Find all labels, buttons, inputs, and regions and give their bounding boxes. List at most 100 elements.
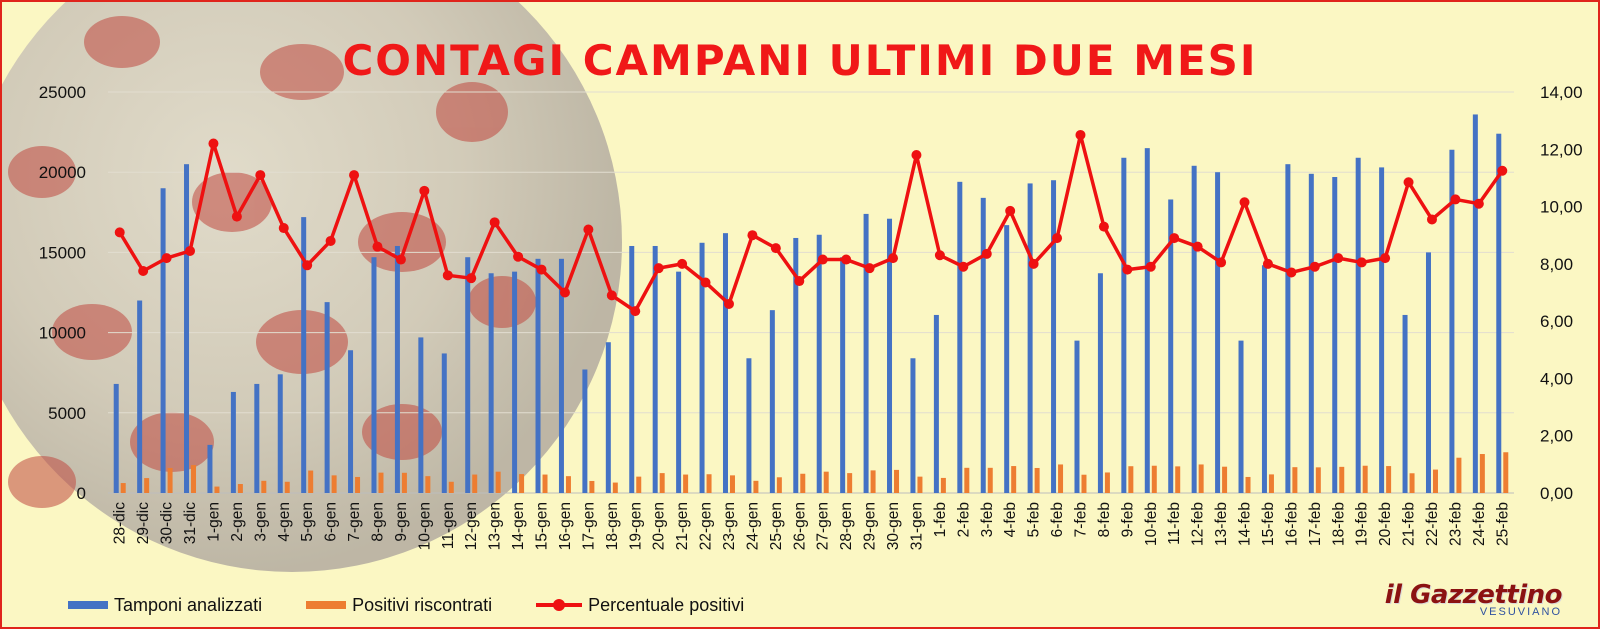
y-right-tick-label: 4,00 [1540,369,1573,388]
percent-point [1075,129,1086,140]
bar-tamponi [1285,164,1291,493]
bar-tamponi [722,233,728,494]
percent-series-line [118,133,1504,313]
x-tick-label: 19-feb [1354,502,1371,546]
x-tick-label: 5-gen [299,502,316,542]
x-tick-label: 3-feb [979,502,996,537]
bar-positivi [1503,452,1509,493]
percent-point [536,264,547,275]
percent-point [1286,267,1297,278]
bar-positivi [706,474,712,493]
x-tick-label: 22-gen [698,502,715,550]
bar-positivi [261,480,267,493]
bar-positivi [1456,457,1462,493]
percent-point [700,277,711,288]
bar-tamponi [558,258,564,493]
x-tick-label: 1-feb [932,502,949,537]
percent-point [841,254,852,265]
percent-point [1192,241,1203,252]
x-tick-label: 6-gen [323,502,340,542]
x-tick-label: 9-gen [393,502,410,542]
percent-point [934,250,945,261]
bar-positivi [1432,469,1438,493]
bar-tamponi [441,353,447,493]
legend-swatch-tamponi [68,601,108,609]
x-tick-label: 29-dic [135,502,152,544]
legend-swatch-positivi [306,601,347,609]
y-right-tick-label: 2,00 [1540,427,1573,446]
bar-tamponi [1215,172,1221,493]
bar-tamponi [160,188,166,494]
y-right-tick-label: 8,00 [1540,255,1573,274]
x-tick-label: 2-gen [229,502,246,542]
x-tick-label: 9-feb [1119,502,1136,537]
percent-point [513,251,524,262]
bar-positivi [167,467,173,493]
x-tick-label: 24-gen [744,502,761,550]
bar-positivi [495,471,501,493]
y-right-tick-label: 6,00 [1540,312,1573,331]
y-axis-right: 0,00 2,00 4,00 6,00 8,00 10,00 12,00 14,00 [1540,83,1583,503]
bar-positivi [1222,466,1228,493]
bar-tamponi [933,314,939,493]
bar-tamponi [910,358,916,493]
bar-positivi [1268,474,1274,493]
y-left-tick-label: 25000 [39,83,86,102]
bar-tamponi [676,271,682,493]
bar-positivi [237,484,243,493]
x-tick-label: 27-gen [815,502,832,550]
percent-point [138,266,149,277]
percent-point [1333,253,1344,264]
bar-positivi [1058,464,1064,493]
bar-positivi [144,478,150,493]
x-tick-label: 16-feb [1283,502,1300,546]
bar-tamponi [629,245,635,493]
legend-label-tamponi: Tamponi analizzati [114,594,263,615]
y-left-tick-label: 10000 [39,324,86,343]
y-axis-left: 0 5000 10000 15000 20000 25000 [39,83,86,503]
percent-point [325,235,336,246]
chart-title: CONTAGI CAMPANI ULTIMI DUE MESI [342,36,1258,85]
bar-tamponi [184,164,190,493]
bar-positivi [472,474,478,493]
percent-point [1309,261,1320,272]
y-left-tick-label: 0 [77,484,86,503]
y-right-tick-label: 0,00 [1540,484,1573,503]
legend: Tamponi analizzati Positivi riscontrati … [68,592,788,618]
x-tick-label: 14-feb [1237,502,1254,546]
x-tick-label: 22-feb [1424,502,1441,546]
bar-positivi [378,472,384,493]
bar-positivi [659,473,665,493]
bar-positivi [519,474,525,493]
percent-point [442,270,453,281]
bar-tamponi [980,197,986,493]
bar-tamponi [207,444,213,493]
percent-point [114,227,125,238]
x-tick-label: 19-gen [627,502,644,550]
percent-point [395,254,406,265]
bar-positivi [917,476,923,493]
x-axis: 28-dic 29-dic 30-dic 31-dic 1-gen 2-gen 3-gen 4… [112,502,1512,551]
bar-tamponi [324,302,330,493]
logo-sub-text: VESUVIANO [1479,606,1562,618]
x-tick-label: 3-gen [252,502,269,542]
x-tick-label: 7-gen [346,502,363,542]
bar-positivi [284,481,290,493]
bar-positivi [776,477,782,493]
bar-positivi [683,474,689,493]
bar-tamponi [793,237,799,493]
bar-tamponi [113,383,119,493]
bar-tamponi [535,258,541,493]
bar-positivi [425,476,431,493]
x-tick-label: 23-gen [721,502,738,550]
bar-tamponi [1449,149,1455,493]
x-tick-label: 25-gen [768,502,785,550]
bar-tamponi [137,300,143,493]
bar-positivi [1104,472,1110,493]
percent-point [1216,257,1227,268]
x-tick-label: 13-feb [1213,502,1230,546]
bar-tamponi [1402,314,1408,493]
percent-point [770,243,781,254]
x-tick-label: 4-feb [1002,502,1019,537]
percent-point [1169,233,1180,244]
